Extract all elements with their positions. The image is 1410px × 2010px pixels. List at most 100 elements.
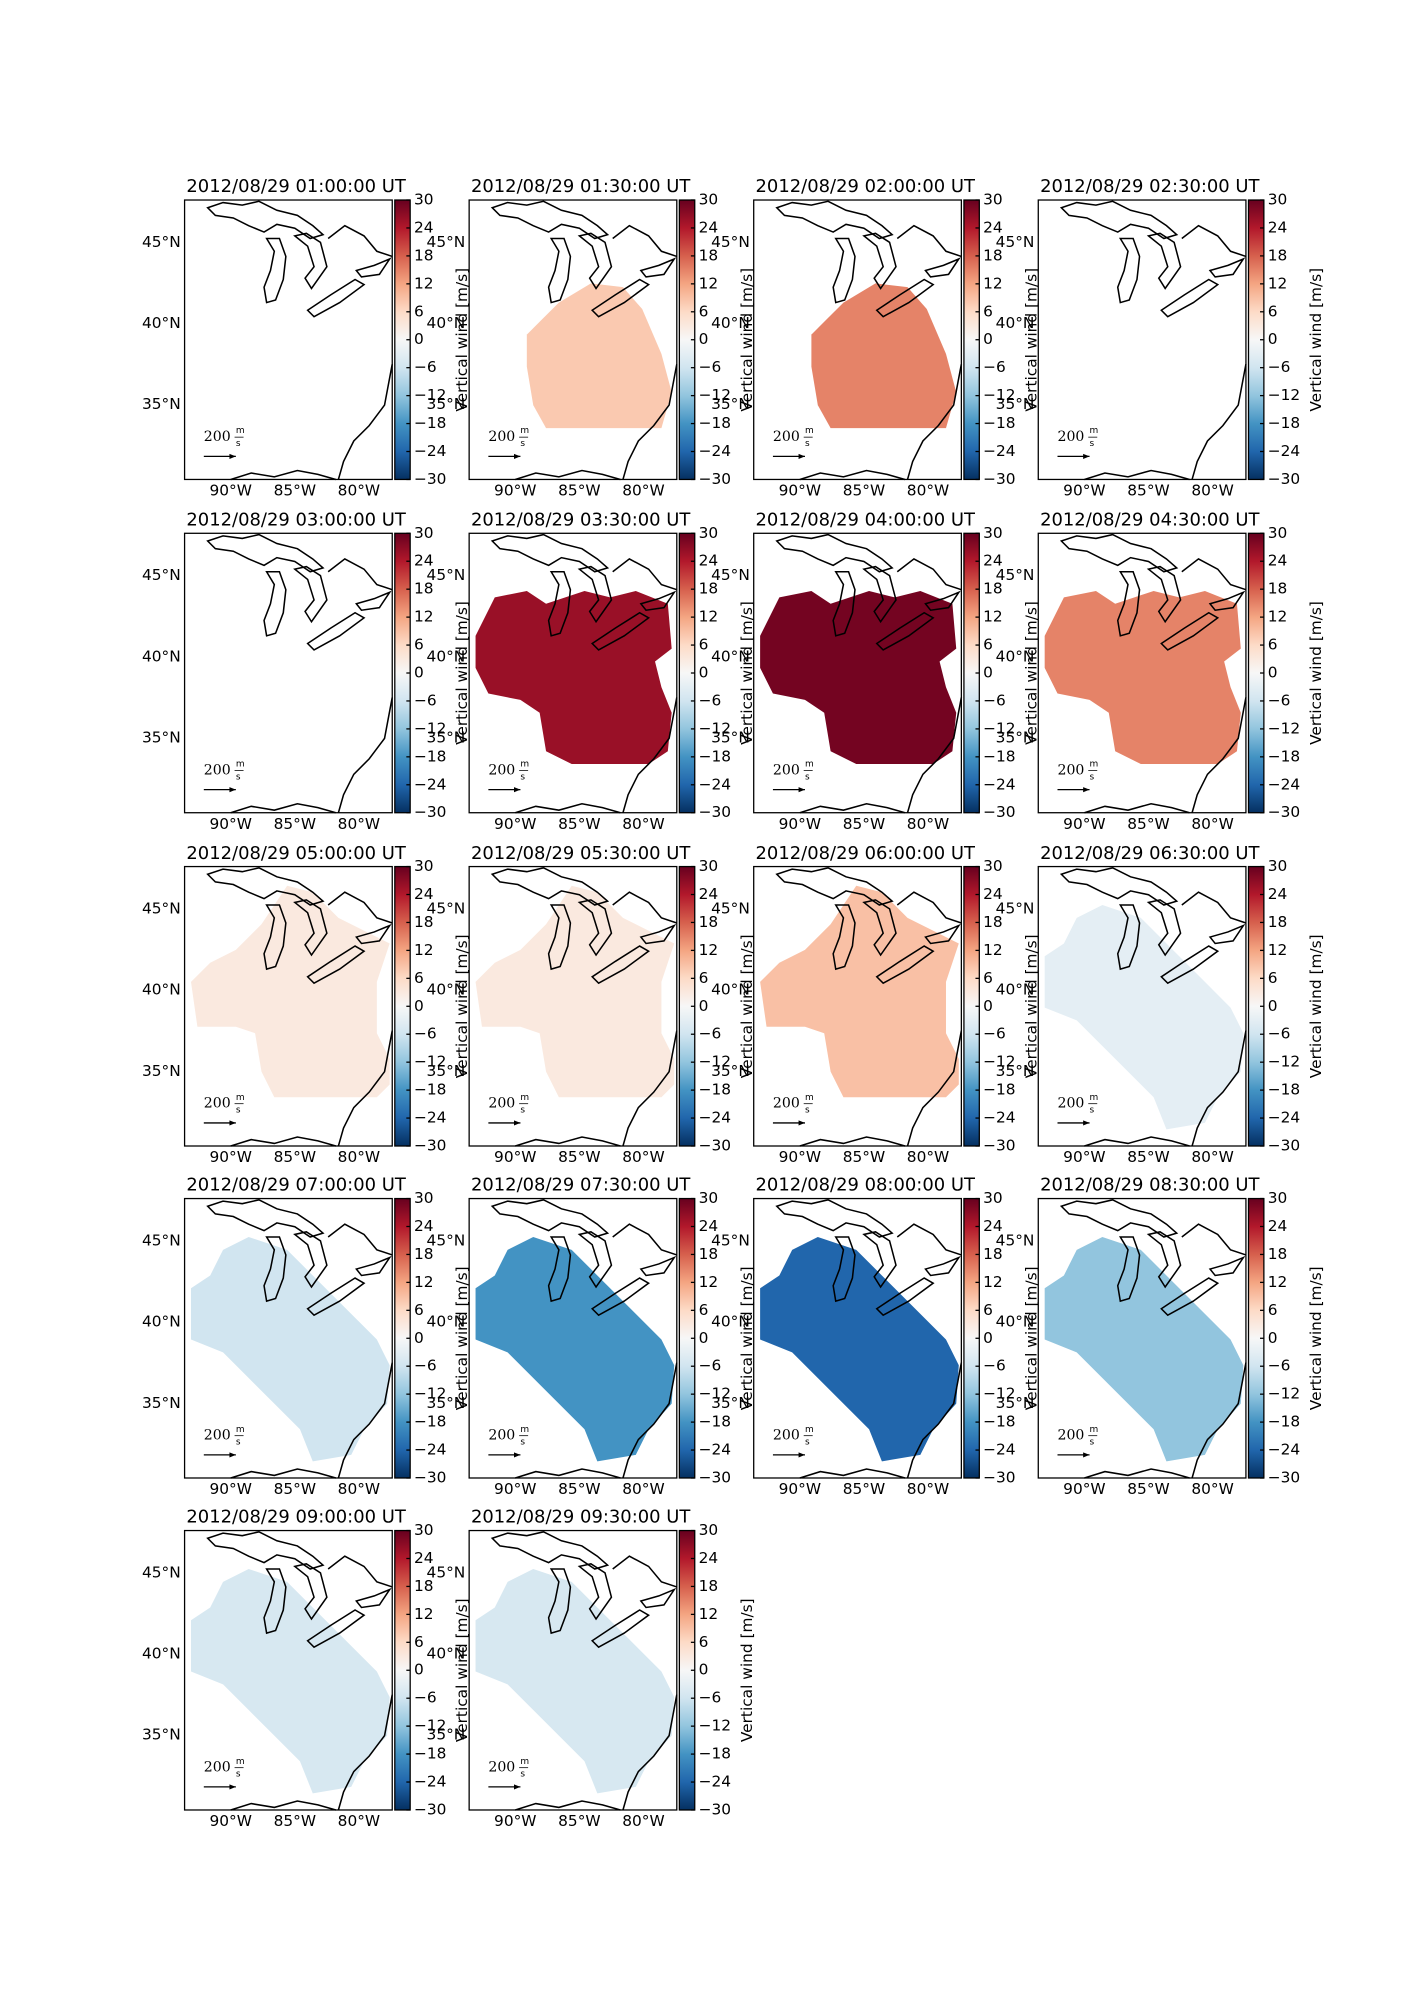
colorbar-tick-label: −18 <box>414 747 446 765</box>
wind-region <box>760 590 957 765</box>
lon-tick-label: 85°W <box>274 1812 316 1830</box>
colorbar-tick-label: 6 <box>983 1301 993 1319</box>
colorbar-tick-label: −18 <box>699 1745 731 1763</box>
colorbar-tick-label: 24 <box>699 885 719 903</box>
colorbar-tick-label: 30 <box>1268 524 1288 542</box>
colorbar-tick-label: 18 <box>983 1245 1003 1263</box>
panel-title: 2012/08/29 05:30:00 UT <box>471 843 691 864</box>
scale-arrowhead <box>798 1452 805 1458</box>
scale-unit-num: m <box>520 1757 529 1767</box>
map-frame <box>753 532 963 814</box>
colorbar-tick-label: −30 <box>983 803 1015 821</box>
scale-value: 200 <box>773 1096 800 1112</box>
colorbar-tick-label: 30 <box>1268 857 1288 875</box>
colorbar-label: Vertical wind [m/s] <box>1022 934 1040 1078</box>
colorbar-label: Vertical wind [m/s] <box>453 268 471 412</box>
colorbar-tick-label: 18 <box>983 246 1003 264</box>
colorbar-tick-label: 12 <box>699 1605 719 1623</box>
panel-title: 2012/08/29 02:30:00 UT <box>1040 176 1260 197</box>
colorbar-tick-label: −24 <box>414 775 446 793</box>
colorbar-tick-label: 18 <box>414 913 434 931</box>
colorbar-tick-label: 6 <box>699 302 709 320</box>
colorbar-tick-label: 0 <box>699 664 709 682</box>
colorbar-tick-label: −18 <box>699 414 731 432</box>
lon-tick-label: 90°W <box>1063 1480 1105 1498</box>
colorbar-tick-label: 24 <box>414 218 434 236</box>
scale-arrowhead <box>514 453 521 459</box>
lon-tick-label: 90°W <box>1063 1148 1105 1166</box>
colorbar-tick-label: 24 <box>414 885 434 903</box>
lon-tick-label: 90°W <box>494 815 536 833</box>
colorbar-tick-label: 12 <box>1268 274 1288 292</box>
lat-tick-label: 40°N <box>996 314 1035 332</box>
scale-value: 200 <box>1058 1096 1085 1112</box>
scale-unit-den: s <box>236 439 241 449</box>
lat-tick-label: 40°N <box>711 981 750 999</box>
colorbar-tick-label: 6 <box>699 636 709 654</box>
colorbar-tick-label: 24 <box>1268 1217 1288 1235</box>
coastline <box>1060 200 1247 481</box>
scale-arrowhead <box>514 787 521 793</box>
scale-arrowhead <box>1083 1120 1090 1126</box>
map-frame <box>468 1529 678 1811</box>
lat-tick-label: 45°N <box>427 233 466 251</box>
lon-tick-label: 90°W <box>779 815 821 833</box>
colorbar-tick-label: −6 <box>983 1357 1006 1375</box>
colorbar-tick-label: 0 <box>414 1329 424 1347</box>
lat-tick-label: 35°N <box>996 728 1035 746</box>
colorbar-tick-label: −30 <box>1268 803 1300 821</box>
colorbar-tick-label: −12 <box>414 386 446 404</box>
colorbar-tick-label: −6 <box>414 691 437 709</box>
scale-unit-num: m <box>805 1093 814 1103</box>
lat-tick-label: 45°N <box>142 233 181 251</box>
colorbar-tick-label: −12 <box>414 1053 446 1071</box>
lat-tick-label: 35°N <box>427 1062 466 1080</box>
lat-tick-label: 45°N <box>142 1231 181 1249</box>
lat-tick-label: 40°N <box>996 1313 1035 1331</box>
map-frame <box>1037 865 1247 1147</box>
colorbar-tick-label: 24 <box>699 1217 719 1235</box>
wind-region <box>1044 905 1244 1130</box>
scale-unit-num: m <box>236 760 245 770</box>
colorbar-tick-label: 30 <box>699 1189 719 1207</box>
colorbar-tick-label: −24 <box>983 442 1015 460</box>
panel: 2012/08/29 03:30:00 UT 200 ms 45°N 40°N 35°N 9… <box>427 509 756 832</box>
scale-arrowhead <box>229 1120 236 1126</box>
lat-tick-label: 45°N <box>996 1231 1035 1249</box>
lat-tick-label: 40°N <box>427 1645 466 1663</box>
lon-tick-label: 85°W <box>558 481 600 499</box>
colorbar-tick-label: −18 <box>414 1081 446 1099</box>
colorbar-tick-label: −12 <box>1268 1385 1300 1403</box>
lat-tick-label: 45°N <box>996 233 1035 251</box>
colorbar-tick-label: 18 <box>414 580 434 598</box>
map-frame <box>1037 1197 1247 1479</box>
scale-arrowhead <box>798 787 805 793</box>
colorbar-tick-label: 12 <box>983 608 1003 626</box>
colorbar-tick-label: −6 <box>699 691 722 709</box>
panel-title: 2012/08/29 01:30:00 UT <box>471 176 691 197</box>
colorbar-tick-label: −6 <box>414 1025 437 1043</box>
scale-unit-num: m <box>520 1425 529 1435</box>
colorbar-label: Vertical wind [m/s] <box>453 601 471 745</box>
lat-tick-label: 35°N <box>142 1394 181 1412</box>
lon-tick-label: 85°W <box>1127 481 1169 499</box>
wind-region <box>475 1569 675 1794</box>
lon-tick-label: 85°W <box>558 1148 600 1166</box>
scale-value: 200 <box>204 1096 231 1112</box>
colorbar-label: Vertical wind [m/s] <box>1022 1266 1040 1410</box>
lat-tick-label: 45°N <box>427 1231 466 1249</box>
colorbar-tick-label: −12 <box>699 386 731 404</box>
lon-tick-label: 85°W <box>274 815 316 833</box>
colorbar-tick-label: 0 <box>699 330 709 348</box>
colorbar-tick-label: −12 <box>414 1385 446 1403</box>
colorbar-tick-label: 12 <box>414 941 434 959</box>
colorbar-tick-label: −6 <box>1268 1357 1291 1375</box>
colorbar-tick-label: −18 <box>699 1413 731 1431</box>
wind-region <box>811 283 957 429</box>
scale-value: 200 <box>204 1428 231 1444</box>
colorbar-tick-label: −18 <box>699 1081 731 1099</box>
lon-tick-label: 90°W <box>209 815 251 833</box>
lat-tick-label: 35°N <box>996 395 1035 413</box>
colorbar-tick-label: −12 <box>1268 386 1300 404</box>
map-frame <box>1037 199 1247 481</box>
